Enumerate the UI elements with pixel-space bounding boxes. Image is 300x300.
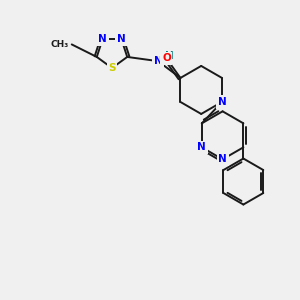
Text: N: N [117,34,126,44]
Text: S: S [108,63,116,73]
Text: CH₃: CH₃ [50,40,69,49]
Text: N: N [218,97,226,107]
Text: N: N [218,154,227,164]
Text: O: O [162,53,171,63]
Text: N: N [154,56,162,66]
Text: N: N [197,142,206,152]
Text: N: N [98,34,107,44]
Text: H: H [165,51,174,61]
